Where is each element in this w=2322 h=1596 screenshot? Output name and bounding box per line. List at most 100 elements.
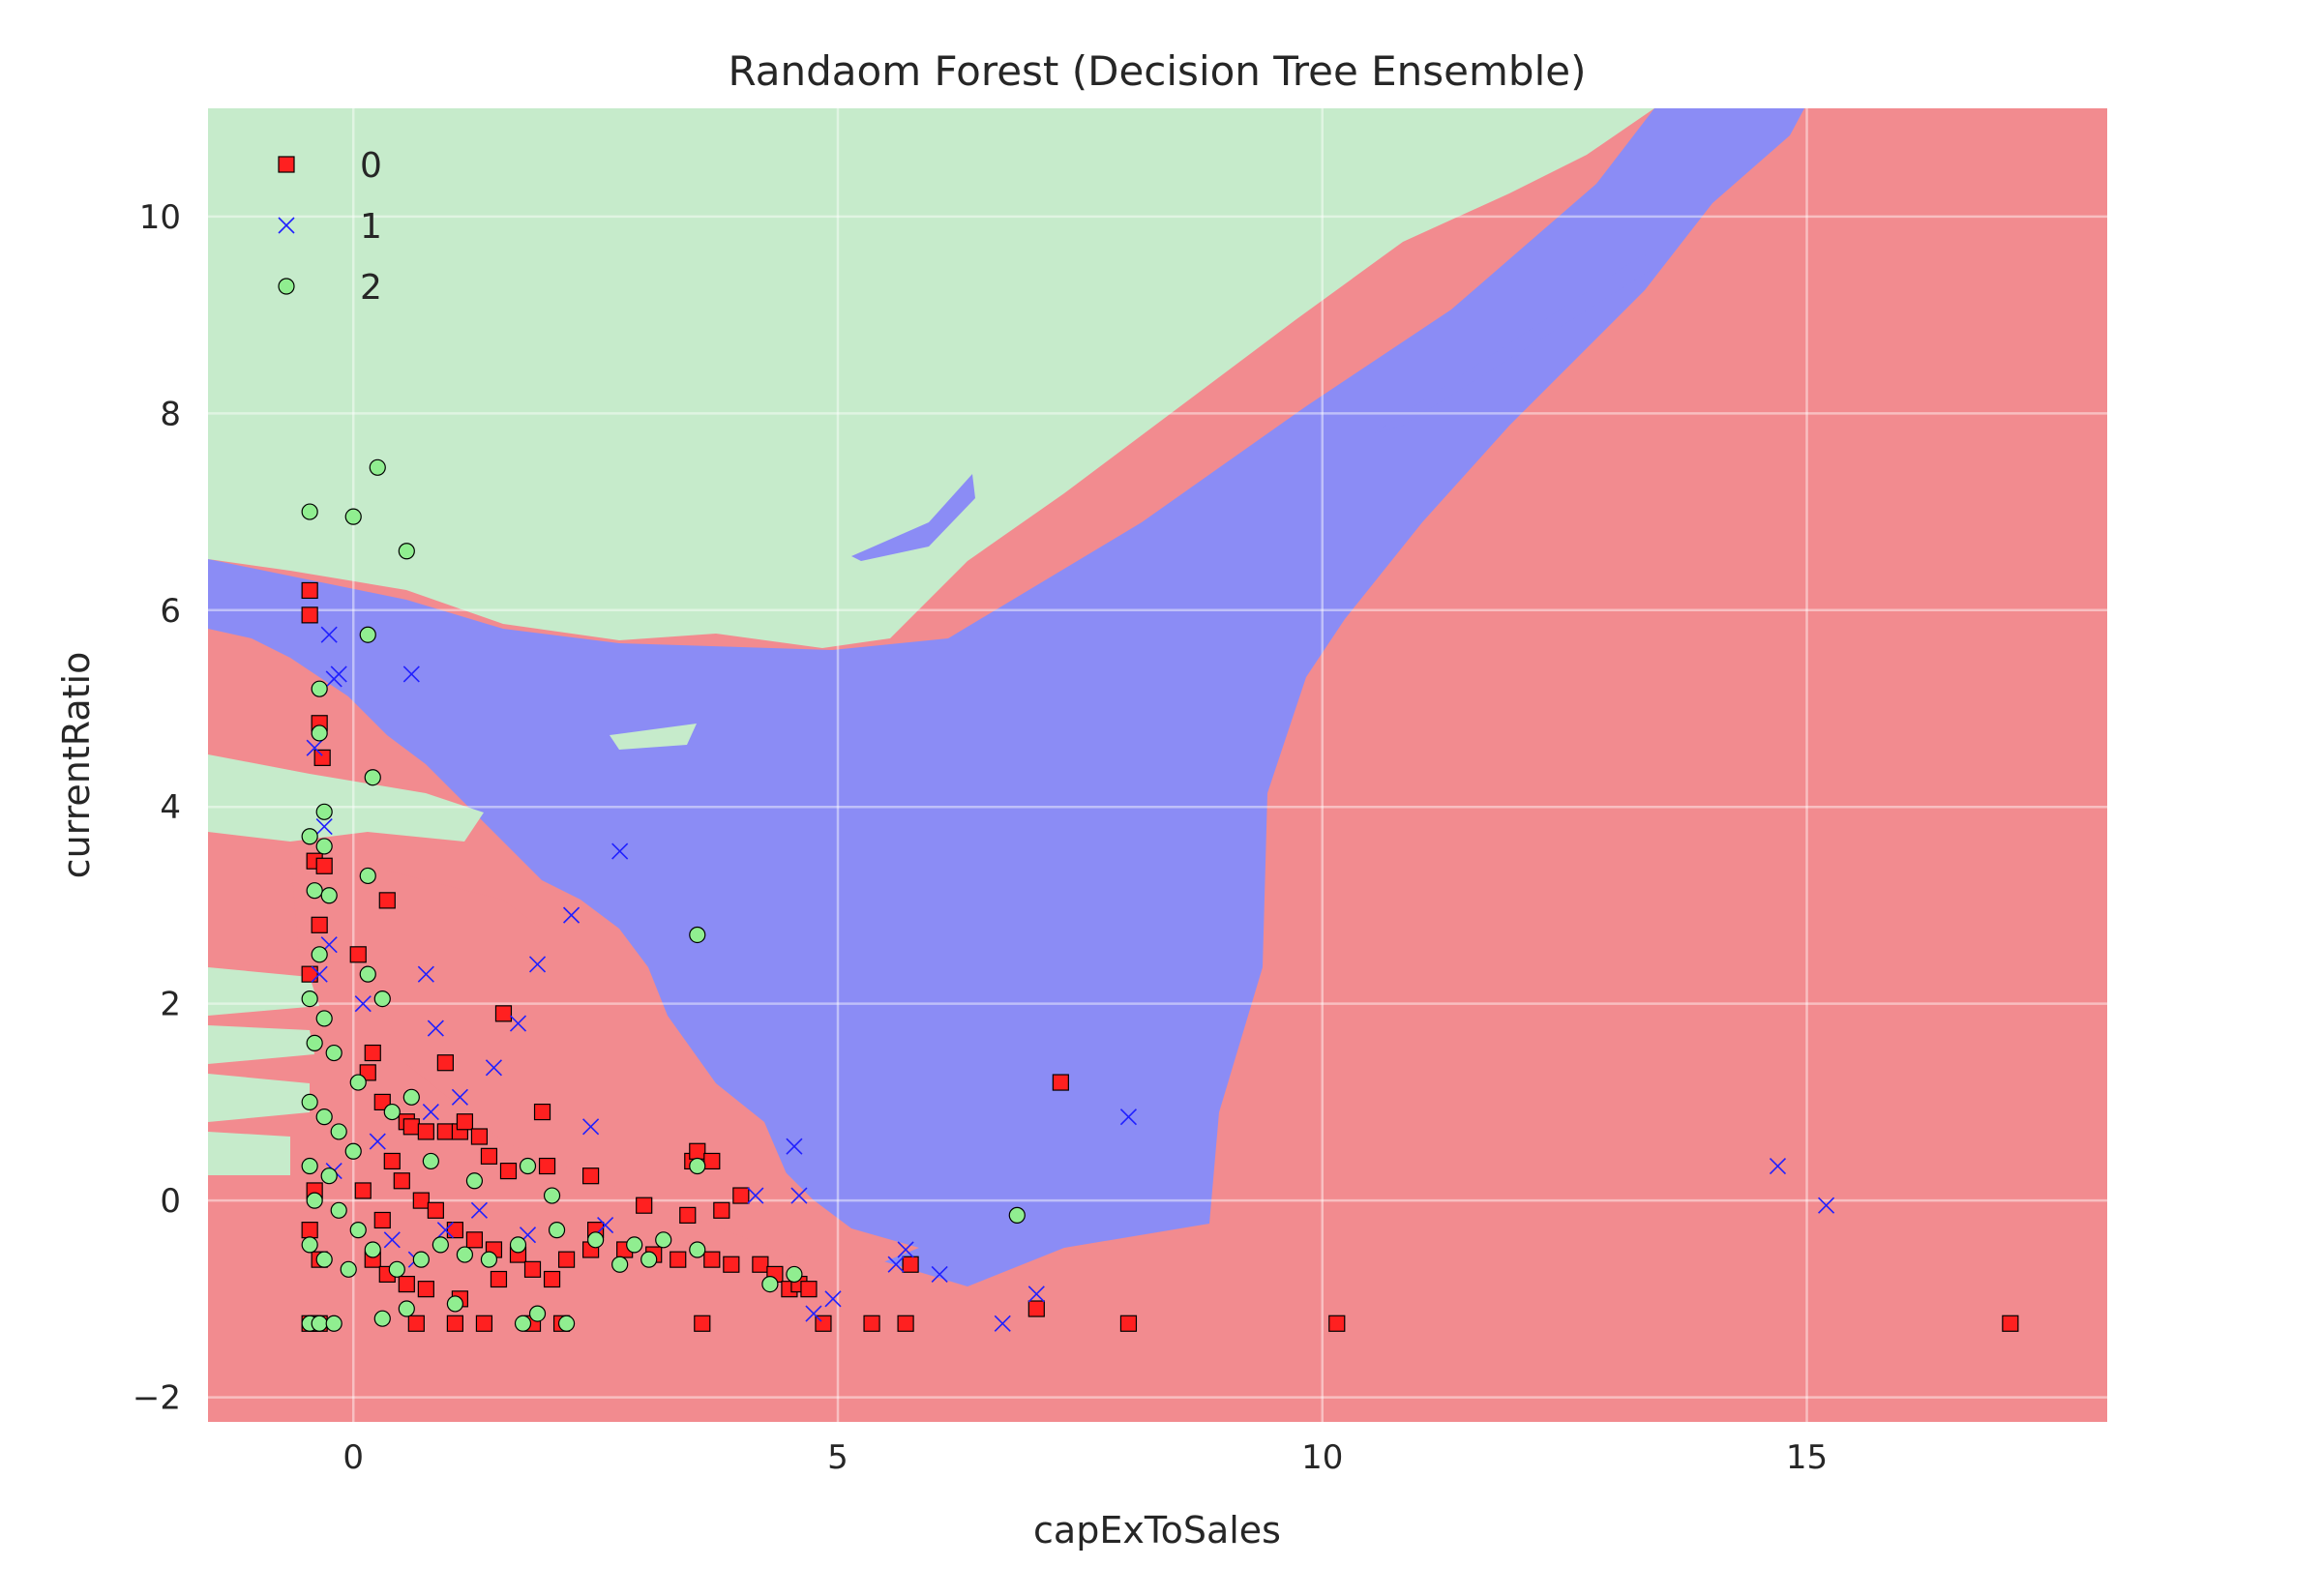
y-tick-labels: −2 0 2 4 6 8 10: [133, 198, 181, 1418]
region-class-1-blue-island: [851, 253, 1650, 561]
class-2-point: [1008, 1206, 1026, 1224]
class-0-point: [354, 1182, 372, 1199]
class-2-point: [311, 1315, 328, 1332]
class-0-point: [402, 1118, 420, 1136]
class-2-point: [398, 543, 415, 560]
series-1: [306, 626, 1835, 1332]
class-1-point: [354, 995, 372, 1013]
region-class-1: [208, 108, 1804, 1286]
class-2-point: [528, 1305, 547, 1322]
class-0-point: [533, 1103, 551, 1121]
class-2-point: [640, 1251, 658, 1268]
class-0-point: [383, 1152, 401, 1170]
class-2-point: [548, 1222, 566, 1239]
class-0-point: [1328, 1315, 1346, 1332]
class-2-point: [402, 1088, 420, 1106]
class-0-point: [897, 1315, 914, 1332]
class-0-point: [523, 1260, 542, 1278]
class-2-point: [432, 1236, 449, 1254]
class-1-point: [786, 1138, 803, 1155]
class-2-point: [344, 508, 362, 525]
class-2-point: [383, 1103, 401, 1121]
class-2-point: [465, 1172, 484, 1190]
class-2-point: [301, 1236, 318, 1254]
class-1-point: [330, 665, 347, 683]
class-2-point: [626, 1236, 643, 1254]
class-2-point: [325, 1315, 342, 1332]
class-1-point: [422, 1104, 439, 1121]
class-2-point: [446, 1295, 463, 1313]
class-0-point: [301, 606, 318, 624]
class-2-point: [359, 867, 376, 885]
class-0-point: [417, 1281, 434, 1298]
class-2-point: [655, 1231, 672, 1249]
class-0-point: [1027, 1300, 1045, 1317]
class-2-point: [611, 1256, 629, 1273]
class-2-point: [786, 1265, 803, 1284]
class-2-point: [330, 1123, 347, 1140]
class-0-point: [446, 1222, 463, 1239]
class-2-point: [456, 1246, 474, 1263]
region-class-2-island: [610, 724, 697, 750]
class-0-point: [703, 1152, 721, 1170]
class-0-point: [902, 1256, 919, 1273]
class-2-point: [306, 1192, 323, 1209]
class-0-point: [800, 1281, 818, 1298]
class-0-point: [543, 1270, 561, 1288]
class-0-point: [301, 1222, 318, 1239]
class-2-point: [519, 1157, 537, 1175]
class-0-point: [373, 1093, 391, 1111]
class-1-point: [582, 1118, 600, 1136]
class-1-point: [485, 1059, 503, 1077]
class-1-point: [470, 1201, 488, 1219]
class-2-point: [359, 965, 376, 983]
class-2-point: [398, 1300, 415, 1317]
class-2-point: [306, 882, 323, 900]
class-1-point: [994, 1315, 1011, 1332]
class-2-point: [311, 946, 328, 963]
class-2-point: [315, 1251, 333, 1268]
class-0-point: [436, 1054, 454, 1072]
class-2-point: [364, 769, 381, 786]
class-2-point: [359, 626, 376, 643]
class-0-point: [703, 1251, 721, 1268]
class-0-point: [582, 1167, 600, 1185]
class-1-point: [824, 1290, 842, 1308]
class-1-point: [1769, 1157, 1787, 1175]
class-1-point: [417, 965, 434, 983]
class-2-point: [349, 1222, 367, 1239]
class-1-point: [805, 1305, 822, 1322]
class-0-point: [315, 857, 333, 874]
x-tick-labels: 0 5 10 15: [342, 1438, 1828, 1477]
class-0-point: [313, 749, 331, 766]
class-1-point: [278, 217, 295, 234]
class-2-point: [388, 1260, 405, 1278]
legend-label: 1: [360, 207, 382, 247]
class-0-point: [679, 1206, 697, 1224]
region-class-2-left: [208, 754, 484, 1180]
class-0-point: [301, 581, 318, 600]
y-tick-label: 4: [160, 788, 181, 827]
class-0-point: [2002, 1315, 2019, 1332]
class-2-point: [301, 1093, 318, 1111]
class-1-point: [897, 1241, 914, 1258]
legend-item: 2: [278, 268, 382, 308]
class-0-point: [301, 965, 318, 983]
class-0-point: [1119, 1315, 1138, 1332]
class-2-point: [301, 990, 318, 1008]
class-2-point: [480, 1251, 498, 1268]
class-2-point: [509, 1236, 527, 1254]
class-1-point: [747, 1187, 764, 1204]
series-2: [301, 458, 1026, 1332]
class-2-point: [311, 680, 328, 697]
region-class-2-top: [208, 108, 1654, 648]
class-1-point: [306, 739, 323, 756]
class-1-point: [320, 626, 338, 643]
class-2-point: [557, 1315, 576, 1332]
class-2-point: [325, 1044, 342, 1062]
class-2-point: [689, 1241, 706, 1258]
class-0-point: [1052, 1074, 1069, 1091]
class-0-point: [538, 1157, 556, 1175]
class-1-point: [887, 1256, 905, 1273]
class-0-point: [417, 1123, 434, 1140]
